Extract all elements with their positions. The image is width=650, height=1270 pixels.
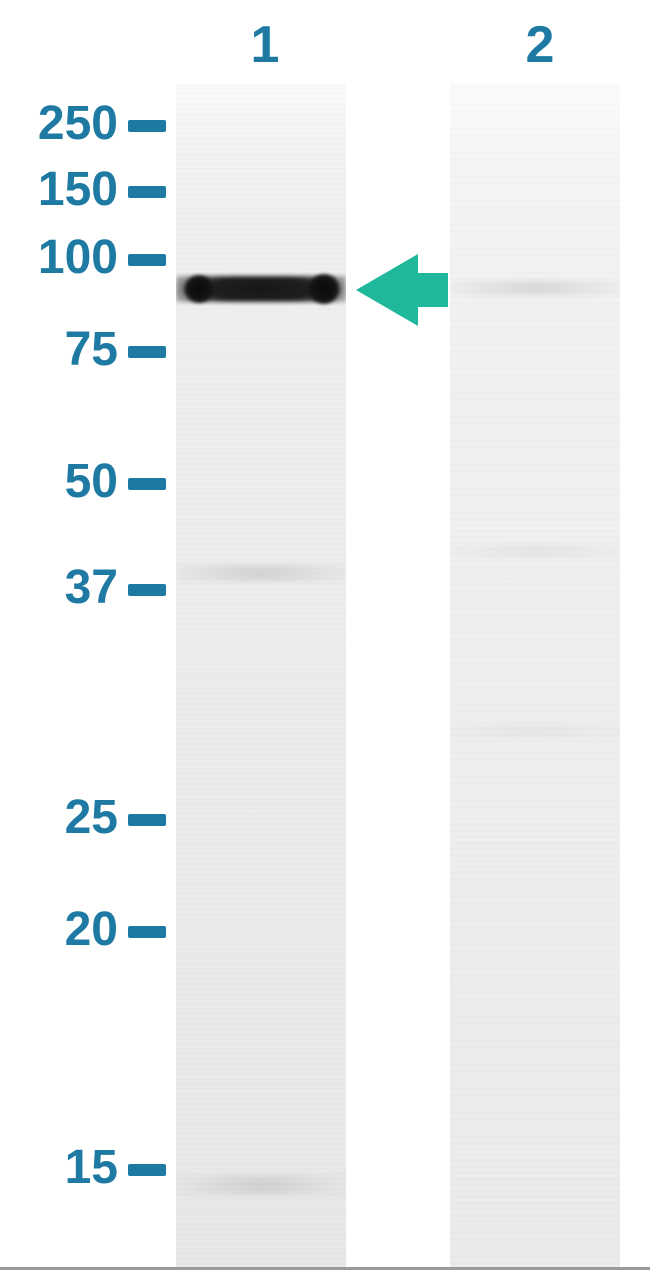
lane1-band-2 bbox=[176, 1174, 346, 1196]
mw-label-20: 20 bbox=[0, 902, 118, 957]
lane2-band-0 bbox=[450, 280, 620, 296]
mw-dash-250 bbox=[128, 120, 166, 132]
mw-label-37: 37 bbox=[0, 560, 118, 615]
mw-dash-75 bbox=[128, 346, 166, 358]
lane2-band-1 bbox=[450, 544, 620, 558]
mw-label-100: 100 bbox=[0, 230, 118, 285]
lane1-band-0-spot-left bbox=[184, 275, 214, 303]
mw-dash-25 bbox=[128, 814, 166, 826]
mw-dash-50 bbox=[128, 478, 166, 490]
mw-label-150: 150 bbox=[0, 162, 118, 217]
mw-dash-37 bbox=[128, 584, 166, 596]
lane2-band-2 bbox=[450, 724, 620, 738]
lane-1-noise bbox=[176, 84, 346, 1270]
mw-label-25: 25 bbox=[0, 790, 118, 845]
arrow-head-icon bbox=[356, 254, 418, 326]
mw-dash-15 bbox=[128, 1164, 166, 1176]
mw-label-250: 250 bbox=[0, 96, 118, 151]
mw-dash-100 bbox=[128, 254, 166, 266]
lane-2-noise bbox=[450, 84, 620, 1270]
arrow-shaft bbox=[418, 273, 448, 307]
mw-label-75: 75 bbox=[0, 322, 118, 377]
western-blot-figure: 1 2 250 150 100 75 50 37 25 20 15 bbox=[0, 0, 650, 1270]
mw-dash-150 bbox=[128, 186, 166, 198]
mw-dash-20 bbox=[128, 926, 166, 938]
mw-label-50: 50 bbox=[0, 454, 118, 509]
lane1-band-1 bbox=[176, 564, 346, 582]
lane-1-label: 1 bbox=[205, 15, 325, 75]
lane1-band-0-spot-right bbox=[308, 274, 340, 304]
lane-2 bbox=[450, 84, 620, 1270]
lane-2-label: 2 bbox=[480, 15, 600, 75]
lane-1 bbox=[176, 84, 346, 1270]
mw-label-15: 15 bbox=[0, 1140, 118, 1195]
